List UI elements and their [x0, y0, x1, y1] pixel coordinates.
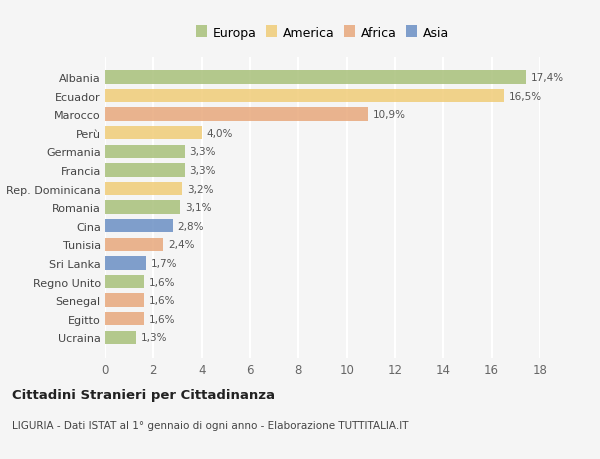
Bar [105, 275, 143, 289]
Bar [105, 127, 202, 140]
Text: 3,1%: 3,1% [185, 203, 211, 213]
Text: 2,8%: 2,8% [178, 221, 204, 231]
Text: 3,3%: 3,3% [190, 166, 216, 175]
Text: 17,4%: 17,4% [530, 73, 563, 83]
Text: 3,2%: 3,2% [187, 184, 214, 194]
Bar [105, 146, 185, 159]
Text: 3,3%: 3,3% [190, 147, 216, 157]
Bar [105, 331, 136, 344]
Legend: Europa, America, Africa, Asia: Europa, America, Africa, Asia [194, 24, 451, 43]
Bar [105, 71, 526, 84]
Text: 1,6%: 1,6% [149, 314, 175, 324]
Text: 10,9%: 10,9% [373, 110, 406, 120]
Bar [105, 313, 143, 326]
Text: 16,5%: 16,5% [509, 91, 542, 101]
Bar [105, 257, 146, 270]
Text: 4,0%: 4,0% [206, 129, 233, 139]
Bar [105, 164, 185, 177]
Bar [105, 201, 180, 214]
Text: 2,4%: 2,4% [168, 240, 194, 250]
Text: 1,6%: 1,6% [149, 296, 175, 306]
Bar [105, 294, 143, 307]
Text: Cittadini Stranieri per Cittadinanza: Cittadini Stranieri per Cittadinanza [12, 388, 275, 401]
Bar [105, 182, 182, 196]
Bar [105, 108, 368, 122]
Bar [105, 90, 504, 103]
Text: 1,3%: 1,3% [141, 333, 168, 343]
Bar [105, 238, 163, 252]
Text: 1,6%: 1,6% [149, 277, 175, 287]
Text: LIGURIA - Dati ISTAT al 1° gennaio di ogni anno - Elaborazione TUTTITALIA.IT: LIGURIA - Dati ISTAT al 1° gennaio di og… [12, 420, 409, 430]
Text: 1,7%: 1,7% [151, 258, 178, 269]
Bar [105, 219, 173, 233]
